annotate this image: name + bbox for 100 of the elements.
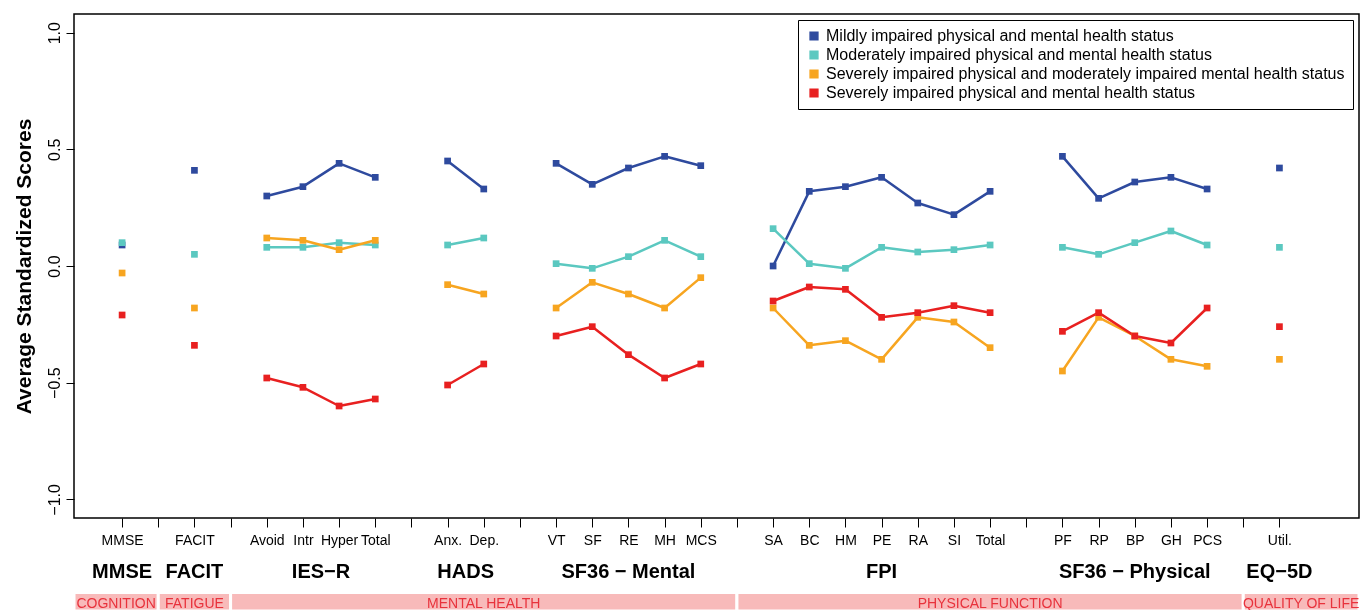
- point: [480, 360, 488, 368]
- point: [842, 285, 849, 293]
- point: [878, 355, 885, 363]
- y-tick-label: −0.5: [45, 367, 63, 399]
- text: MMSE: [92, 559, 153, 582]
- x-tick-label: Total: [360, 531, 391, 548]
- point: [191, 341, 198, 349]
- point: [480, 290, 488, 298]
- x-tick-label: HM: [835, 531, 857, 548]
- text: SF36 − Physical: [1058, 559, 1211, 582]
- point: [1059, 243, 1066, 251]
- x-tick-label: RA: [908, 531, 929, 548]
- point: [914, 248, 922, 256]
- point: [263, 243, 271, 251]
- point: [1276, 164, 1283, 172]
- y-tick-label: 0.0: [45, 255, 63, 278]
- legend-label: Mildly impaired physical and mental health status: [826, 27, 1174, 44]
- point: [805, 187, 813, 195]
- x-tick-label: PE: [872, 531, 892, 548]
- text: SF36 − Mental: [561, 559, 696, 582]
- x-tick-label: MCS: [685, 531, 717, 548]
- point: [986, 309, 994, 317]
- point: [588, 180, 596, 188]
- point: [299, 383, 307, 391]
- point: [444, 157, 451, 165]
- point: [371, 395, 379, 403]
- point: [986, 344, 994, 352]
- text: EQ−5D: [1246, 559, 1313, 582]
- point: [878, 313, 885, 321]
- point: [914, 199, 922, 207]
- x-tick-label: Dep.: [469, 531, 500, 548]
- point: [625, 351, 632, 359]
- point: [625, 253, 632, 261]
- point: [480, 234, 488, 242]
- point: [697, 360, 705, 368]
- point: [588, 264, 596, 272]
- point: [805, 283, 813, 291]
- point: [299, 236, 307, 244]
- point: [1203, 362, 1211, 370]
- legend-label: Moderately impaired physical and mental health status: [826, 46, 1212, 63]
- point: [1131, 239, 1139, 247]
- legend-label: Severely impaired physical and moderately impaired mental health status: [826, 65, 1345, 82]
- y-tick-label: 1.0: [45, 21, 63, 45]
- point: [697, 253, 705, 261]
- x-tick-label: PCS: [1193, 531, 1222, 548]
- point: [444, 381, 451, 389]
- point: [697, 162, 705, 170]
- point: [914, 309, 922, 317]
- point: [1059, 327, 1066, 335]
- point: [878, 173, 885, 181]
- point: [299, 243, 307, 251]
- point: [552, 159, 560, 167]
- point: [1276, 323, 1283, 331]
- point: [625, 164, 632, 172]
- point: [335, 246, 343, 254]
- y-axis-title: Average Standardized Scores: [11, 118, 35, 415]
- text: FACIT: [165, 559, 224, 582]
- point: [842, 183, 849, 191]
- x-tick-label: Intr: [293, 531, 314, 548]
- x-tick-label: Total: [975, 531, 1006, 548]
- y-tick-label: 0.5: [45, 138, 63, 161]
- point: [1167, 173, 1175, 181]
- x-tick-label: MMSE: [101, 531, 144, 548]
- point: [191, 166, 198, 174]
- point: [335, 239, 343, 247]
- x-tick-label: SI: [947, 531, 962, 548]
- point: [263, 192, 271, 200]
- text: IES−R: [291, 559, 351, 582]
- x-tick-label: Avoid: [249, 531, 285, 548]
- point: [371, 236, 379, 244]
- point: [263, 374, 271, 382]
- point: [1276, 355, 1283, 363]
- point: [986, 187, 994, 195]
- point: [552, 260, 560, 268]
- x-tick-label: MH: [654, 531, 676, 548]
- point: [769, 225, 777, 233]
- x-tick-label: SA: [764, 531, 784, 548]
- point: [1095, 250, 1102, 258]
- point: [842, 264, 849, 272]
- text: FATIGUE: [165, 595, 224, 610]
- x-tick-label: PF: [1053, 531, 1072, 548]
- x-tick-label: GH: [1160, 531, 1182, 548]
- point: [299, 183, 307, 191]
- x-tick-label: FACIT: [175, 531, 216, 548]
- point: [480, 185, 488, 193]
- point: [950, 246, 958, 254]
- text: FPI: [866, 559, 898, 582]
- x-tick-label: RE: [619, 531, 639, 548]
- point: [805, 341, 813, 349]
- point: [191, 304, 198, 312]
- text: MENTAL HEALTH: [427, 595, 541, 610]
- point: [263, 234, 271, 242]
- point: [950, 302, 958, 310]
- point: [588, 323, 596, 331]
- point: [661, 374, 668, 382]
- point: [950, 211, 958, 219]
- x-tick-label: VT: [547, 531, 566, 548]
- point: [661, 236, 668, 244]
- x-tick-label: BP: [1125, 531, 1145, 548]
- point: [805, 260, 813, 268]
